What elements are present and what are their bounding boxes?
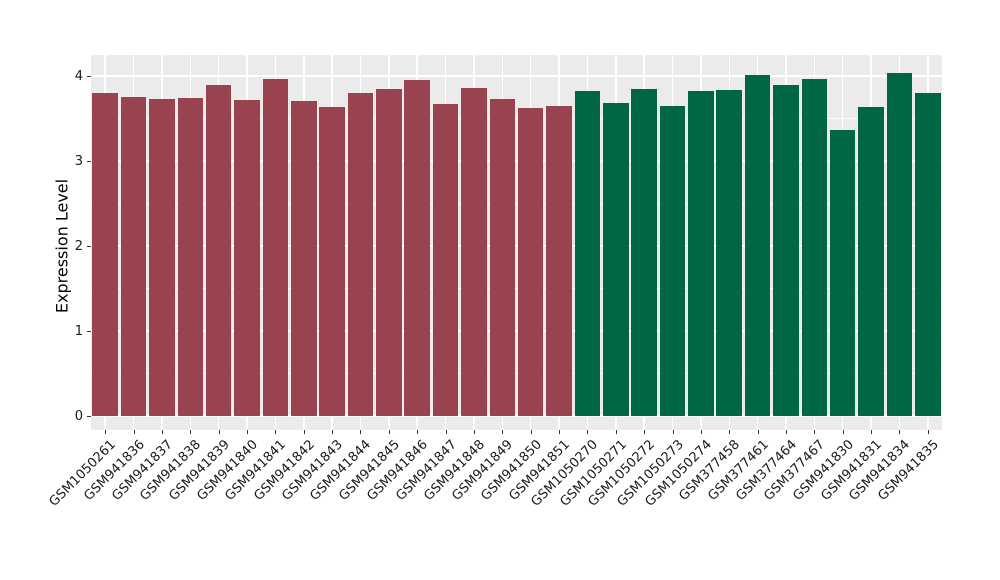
x-axis-tick [729, 430, 731, 434]
bar-GSM941840 [234, 99, 260, 416]
bar-GSM1050261 [92, 93, 118, 416]
gridline-minor [91, 203, 942, 204]
y-axis-tick [87, 76, 91, 77]
gridline-major [91, 415, 942, 417]
plot-panel [91, 55, 942, 430]
bar-GSM377461 [744, 75, 771, 416]
x-axis-tick [417, 430, 419, 434]
bar-GSM941830 [829, 129, 856, 416]
bar-GSM1050274 [688, 91, 714, 416]
bar-GSM941834 [886, 73, 913, 416]
gridline-major [91, 75, 942, 77]
bar-GSM941844 [347, 93, 374, 416]
bar-GSM1050272 [631, 88, 657, 416]
bar-GSM941836 [120, 97, 147, 416]
bar-GSM1050273 [659, 105, 686, 416]
x-axis-tick [871, 430, 873, 434]
gridline-minor [91, 288, 942, 289]
bar-GSM941846 [404, 80, 430, 416]
x-axis-tick [190, 430, 192, 434]
gridline-major [91, 245, 942, 247]
bar-GSM941851 [546, 105, 572, 416]
y-tick-label: 4 [74, 69, 83, 84]
x-axis-tick [502, 430, 504, 434]
bar-GSM941849 [489, 98, 516, 416]
bar-GSM941837 [149, 98, 175, 416]
x-axis-tick [161, 430, 163, 434]
bar-GSM377458 [716, 89, 742, 416]
bar-GSM941848 [461, 87, 487, 416]
x-axis-tick [615, 430, 617, 434]
x-axis-tick [388, 430, 390, 434]
x-axis-tick [332, 430, 334, 434]
bar-GSM941835 [915, 93, 941, 416]
x-axis-tick [473, 430, 475, 434]
y-tick-label: 2 [74, 239, 83, 254]
x-axis-tick [218, 430, 220, 434]
bar-GSM941842 [290, 100, 317, 416]
x-axis-tick [927, 430, 929, 434]
bar-GSM1050270 [574, 91, 601, 416]
x-axis-tick [672, 430, 674, 434]
bar-GSM941843 [319, 107, 345, 416]
x-axis-tick [530, 430, 532, 434]
gridline-major [91, 330, 942, 332]
bar-GSM941841 [262, 78, 289, 416]
y-tick-label: 3 [74, 154, 83, 169]
bar-GSM941850 [517, 108, 544, 416]
x-axis-tick [247, 430, 249, 434]
x-axis-tick [644, 430, 646, 434]
x-axis-tick [303, 430, 305, 434]
bar-GSM377464 [773, 84, 799, 416]
x-axis-tick [587, 430, 589, 434]
bar-GSM1050271 [603, 103, 629, 416]
y-axis-tick [87, 416, 91, 417]
x-axis-tick [105, 430, 107, 434]
x-axis-tick [275, 430, 277, 434]
x-axis-tick [445, 430, 447, 434]
x-axis-tick [559, 430, 561, 434]
gridline-minor [91, 118, 942, 119]
bar-GSM941839 [205, 84, 232, 416]
y-axis-tick [87, 331, 91, 332]
bar-GSM941847 [432, 104, 459, 416]
x-axis-tick [785, 430, 787, 434]
x-axis-tick [133, 430, 135, 434]
x-axis-tick [700, 430, 702, 434]
bar-GSM377467 [801, 78, 828, 416]
x-axis-tick [814, 430, 816, 434]
y-tick-label: 0 [74, 409, 83, 424]
y-tick-label: 1 [74, 324, 83, 339]
bar-GSM941838 [177, 98, 204, 416]
bar-GSM941845 [376, 88, 402, 416]
gridline-minor [91, 373, 942, 374]
y-axis-tick [87, 246, 91, 247]
x-axis-tick [360, 430, 362, 434]
x-axis-tick [757, 430, 759, 434]
gridline-major [91, 160, 942, 162]
y-axis-tick [87, 161, 91, 162]
x-axis-tick [842, 430, 844, 434]
x-axis-tick [899, 430, 901, 434]
bar-GSM941831 [858, 106, 884, 416]
